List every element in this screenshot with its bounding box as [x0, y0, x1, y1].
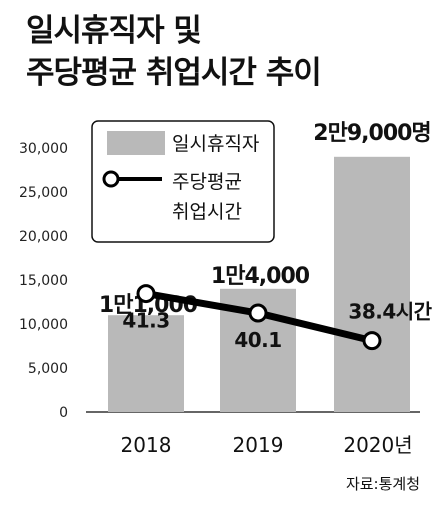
y-tick-label: 20,000 [19, 229, 68, 245]
line-value-label: 38.4시간 [348, 300, 432, 324]
chart-title-line2: 주당평균 취업시간 추이 [26, 55, 322, 91]
bar-value-label: 1만4,000 [211, 264, 310, 289]
y-tick-label: 15,000 [19, 273, 68, 289]
legend-line-label: 취업시간 [172, 201, 242, 223]
line-value-label: 40.1 [234, 328, 281, 352]
legend-line-marker [102, 170, 120, 188]
chart-title-line1: 일시휴직자 및 [26, 13, 202, 49]
legend-line-label: 주당평균 [172, 171, 242, 193]
bar [108, 315, 184, 412]
legend-bar-swatch [107, 131, 165, 155]
y-tick-label: 0 [59, 405, 68, 421]
legend-bar-label: 일시휴직자 [172, 133, 259, 155]
y-tick-label: 30,000 [19, 141, 68, 157]
x-tick-label: 2018 [121, 433, 172, 457]
y-tick-label: 25,000 [19, 185, 68, 201]
line-point [136, 284, 156, 304]
source-note: 자료:통계청 [345, 475, 420, 493]
bar-value-label: 2만9,000명 [313, 121, 430, 146]
line-point [248, 303, 268, 323]
line-value-label: 41.3 [122, 309, 169, 333]
y-tick-label: 10,000 [19, 317, 68, 333]
line-point [362, 331, 382, 351]
bar [334, 156, 410, 412]
x-tick-label: 2020년 [343, 433, 412, 457]
y-tick-label: 5,000 [28, 361, 68, 377]
x-tick-label: 2019 [233, 433, 284, 457]
